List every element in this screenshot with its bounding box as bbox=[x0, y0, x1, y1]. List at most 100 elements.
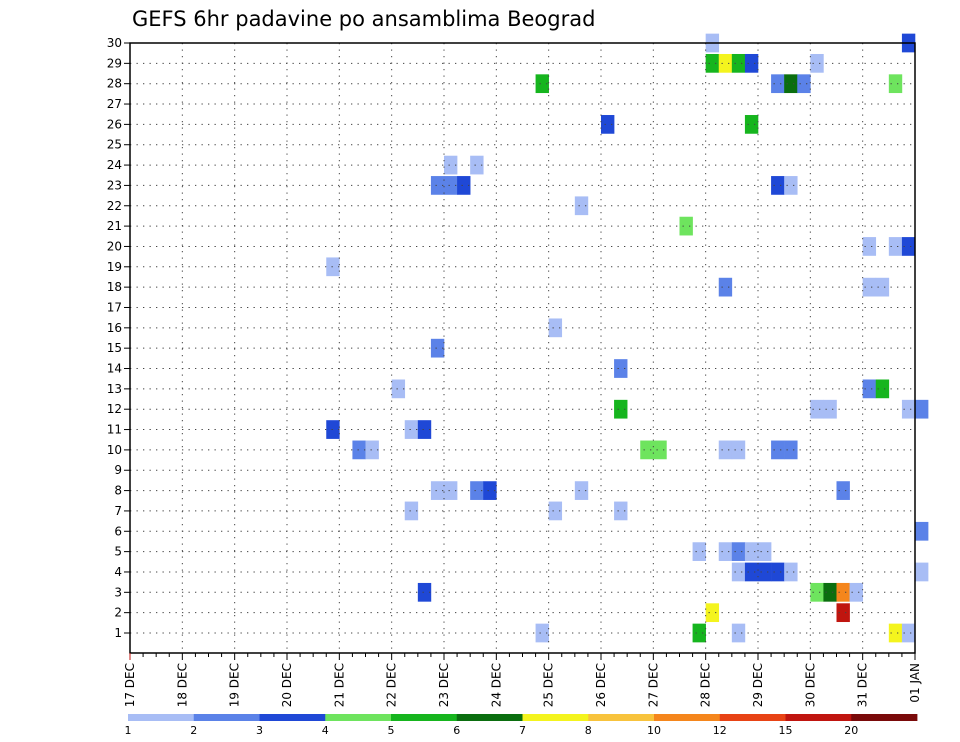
colorbar-swatch bbox=[588, 714, 655, 721]
y-tick-label: 14 bbox=[107, 362, 122, 376]
data-cell bbox=[875, 277, 890, 297]
x-tick-label: 28 DEC bbox=[699, 663, 713, 707]
y-tick-label: 26 bbox=[107, 117, 122, 131]
y-tick-label: 24 bbox=[107, 158, 122, 172]
y-tick-label: 30 bbox=[107, 36, 122, 50]
x-tick-label: 24 DEC bbox=[489, 663, 503, 707]
data-cell bbox=[862, 237, 877, 256]
data-cell bbox=[640, 440, 654, 460]
colorbar-swatch bbox=[522, 714, 589, 721]
data-cell bbox=[430, 481, 445, 500]
data-cell bbox=[404, 420, 419, 439]
data-cell bbox=[444, 155, 458, 175]
data-cell bbox=[888, 237, 903, 256]
y-tick-label: 25 bbox=[107, 138, 122, 152]
colorbar-swatch bbox=[719, 714, 786, 721]
y-tick-label: 28 bbox=[107, 77, 122, 91]
data-cell bbox=[862, 379, 877, 399]
data-cell bbox=[784, 74, 798, 94]
data-cell bbox=[731, 542, 746, 561]
data-cell bbox=[836, 481, 850, 500]
y-tick-label: 21 bbox=[107, 219, 122, 233]
y-tick-label: 3 bbox=[114, 585, 122, 599]
y-tick-label: 5 bbox=[114, 545, 122, 559]
colorbar-swatch bbox=[259, 714, 326, 721]
data-cell bbox=[718, 277, 733, 297]
colorbar-swatch bbox=[851, 714, 918, 721]
x-tick-label: 22 DEC bbox=[385, 663, 399, 707]
y-tick-label: 29 bbox=[107, 56, 122, 70]
y-tick-label: 7 bbox=[114, 504, 122, 518]
data-cell bbox=[457, 176, 471, 195]
data-cell bbox=[836, 582, 850, 602]
data-cell bbox=[915, 562, 929, 582]
y-tick-label: 11 bbox=[107, 423, 122, 437]
colorbar-swatch bbox=[128, 714, 195, 721]
x-tick-label: 17 DEC bbox=[123, 663, 137, 707]
data-cell bbox=[535, 74, 549, 94]
y-tick-label: 15 bbox=[107, 341, 122, 355]
data-cell bbox=[326, 420, 340, 439]
data-cell bbox=[430, 338, 445, 358]
data-cell bbox=[810, 53, 824, 73]
data-cell bbox=[731, 562, 746, 582]
data-cell bbox=[758, 562, 772, 582]
x-tick-label: 01 JAN bbox=[908, 663, 922, 703]
gridlines bbox=[130, 42, 915, 653]
y-tick-label: 27 bbox=[107, 97, 122, 111]
y-tick-label: 4 bbox=[114, 565, 122, 579]
y-tick-label: 18 bbox=[107, 280, 122, 294]
data-cell bbox=[758, 542, 772, 561]
colorbar-label: 20 bbox=[844, 724, 858, 737]
y-tick-label: 17 bbox=[107, 300, 122, 314]
data-cell bbox=[417, 420, 432, 439]
data-cell bbox=[718, 53, 733, 73]
data-cell bbox=[404, 501, 419, 521]
colorbar-swatch bbox=[391, 714, 458, 721]
colorbar-label: 5 bbox=[388, 724, 395, 737]
y-tick-label: 16 bbox=[107, 321, 122, 335]
data-cell bbox=[614, 399, 628, 419]
data-cell bbox=[731, 53, 746, 73]
data-cell bbox=[548, 501, 563, 521]
data-cell bbox=[718, 440, 733, 460]
colorbar-label: 3 bbox=[256, 724, 263, 737]
data-cell bbox=[875, 379, 890, 399]
data-cell bbox=[744, 562, 759, 582]
colorbar-label: 2 bbox=[190, 724, 197, 737]
data-cell bbox=[771, 562, 785, 582]
colorbar-label: 4 bbox=[322, 724, 329, 737]
data-cell bbox=[744, 542, 759, 561]
data-cell bbox=[823, 582, 837, 602]
y-tick-label: 8 bbox=[114, 484, 122, 498]
data-cell bbox=[784, 440, 798, 460]
data-cell bbox=[470, 481, 484, 500]
data-cell bbox=[653, 440, 667, 460]
x-tick-label: 19 DEC bbox=[228, 663, 242, 707]
colorbar-label: 7 bbox=[519, 724, 526, 737]
data-cell bbox=[888, 74, 903, 94]
colorbar: 1 2 3 4 5 6 7 8 10 12 15 20 bbox=[125, 714, 918, 737]
colorbar-swatch bbox=[654, 714, 721, 721]
data-cell bbox=[535, 623, 549, 643]
data-cell bbox=[391, 379, 406, 399]
colorbar-label: 15 bbox=[779, 724, 793, 737]
data-cell bbox=[326, 257, 340, 277]
data-cell bbox=[771, 440, 785, 460]
data-cell bbox=[548, 318, 563, 338]
x-tick-label: 29 DEC bbox=[751, 663, 765, 707]
y-tick-label: 1 bbox=[114, 626, 122, 640]
data-cell bbox=[483, 481, 497, 500]
data-cell bbox=[771, 176, 785, 195]
data-cell bbox=[731, 623, 746, 643]
data-cell bbox=[915, 399, 929, 419]
data-cell bbox=[784, 176, 798, 195]
data-cell bbox=[797, 74, 811, 94]
y-tick-label: 12 bbox=[107, 402, 122, 416]
y-tick-label: 2 bbox=[114, 606, 122, 620]
data-cell bbox=[601, 115, 615, 134]
y-tick-label: 9 bbox=[114, 463, 122, 477]
data-cell bbox=[888, 623, 903, 643]
data-cell bbox=[744, 115, 759, 134]
